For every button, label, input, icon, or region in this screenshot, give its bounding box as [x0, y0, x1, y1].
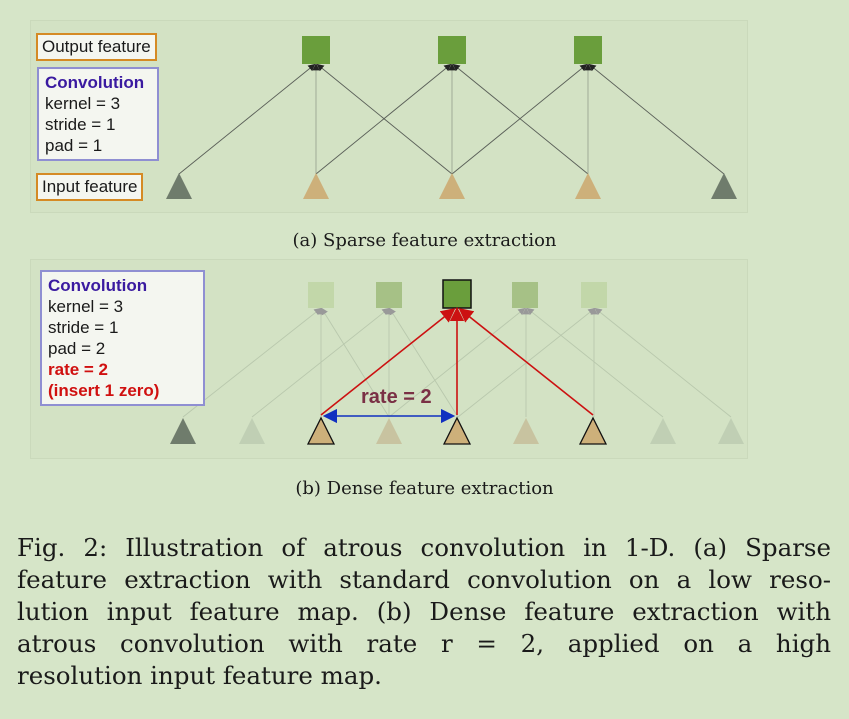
- zero-node: [650, 418, 676, 444]
- pad-param: pad = 1: [45, 136, 103, 155]
- output-node: [512, 282, 538, 308]
- output-node: [302, 36, 330, 64]
- caption-line: atrous convolution with rate r = 2, appl…: [17, 629, 831, 658]
- connection: [594, 307, 732, 418]
- stride-param: stride = 1: [48, 318, 119, 337]
- pad-node: [170, 418, 196, 444]
- caption-b: (b) Dense feature extraction: [295, 478, 554, 499]
- atrous-kernel-arrows: [320, 306, 594, 416]
- zero-node: [239, 418, 265, 444]
- kernel-param: kernel = 3: [48, 297, 124, 316]
- pad-node: [166, 173, 192, 199]
- conv-title: Convolution: [48, 276, 148, 295]
- sparse-diagram: [166, 36, 737, 199]
- sparse-connections: [178, 63, 725, 175]
- connection: [452, 63, 589, 175]
- output-node: [308, 282, 334, 308]
- output-node: [581, 282, 607, 308]
- conv-title: Convolution: [45, 73, 145, 92]
- connection: [315, 63, 452, 175]
- output-node: [376, 282, 402, 308]
- highlighted-output-node: [442, 279, 472, 309]
- sparse-output-nodes: [302, 36, 602, 64]
- connection: [588, 63, 725, 175]
- sparse-conv-params: Convolution kernel = 3 stride = 1 pad = …: [37, 67, 159, 161]
- dense-faded-outputs: [308, 282, 607, 308]
- caption-line: lution input feature map. (b) Dense feat…: [17, 597, 831, 626]
- sparse-input-nodes: [166, 173, 737, 199]
- pad-node: [718, 418, 744, 444]
- dense-faded-connections: [182, 307, 732, 418]
- caption-line: Fig. 2: Illustration of atrous convoluti…: [17, 533, 831, 562]
- connection: [316, 63, 453, 175]
- atrous-arrow: [320, 308, 456, 416]
- kernel-param: kernel = 3: [45, 94, 121, 113]
- output-node: [438, 36, 466, 64]
- connection: [178, 63, 316, 175]
- input-node: [303, 173, 329, 199]
- rate-param: rate = 2: [48, 360, 109, 379]
- dense-input-nodes: [170, 416, 744, 445]
- pad-node: [711, 173, 737, 199]
- zero-node: [376, 418, 402, 444]
- stride-param: stride = 1: [45, 115, 116, 134]
- atrous-arrow: [458, 308, 594, 416]
- connection: [321, 307, 390, 418]
- connection: [182, 307, 322, 418]
- zero-node: [513, 418, 539, 444]
- connection: [389, 307, 459, 418]
- output-feature-label: Output feature: [36, 33, 157, 61]
- caption-line: resolution input feature map.: [17, 661, 382, 690]
- input-node: [306, 416, 336, 445]
- caption-line: feature extraction with standard convolu…: [17, 565, 831, 594]
- caption-a: (a) Sparse feature extraction: [292, 230, 557, 251]
- rate-span-label: rate = 2: [361, 386, 432, 408]
- input-node: [578, 416, 608, 445]
- connection: [251, 307, 390, 418]
- pad-param: pad = 2: [48, 339, 106, 358]
- input-node: [575, 173, 601, 199]
- rate-note: (insert 1 zero): [48, 381, 160, 400]
- dense-diagram: [170, 279, 744, 445]
- input-feature-label: Input feature: [36, 173, 144, 201]
- dense-conv-params: Convolution kernel = 3 stride = 1 pad = …: [40, 270, 205, 406]
- connection: [451, 63, 588, 175]
- output-node: [574, 36, 602, 64]
- input-node: [439, 173, 465, 199]
- connection: [526, 307, 664, 418]
- figure-caption: Fig. 2: Illustration of atrous convoluti…: [17, 532, 831, 692]
- input-node: [442, 416, 472, 445]
